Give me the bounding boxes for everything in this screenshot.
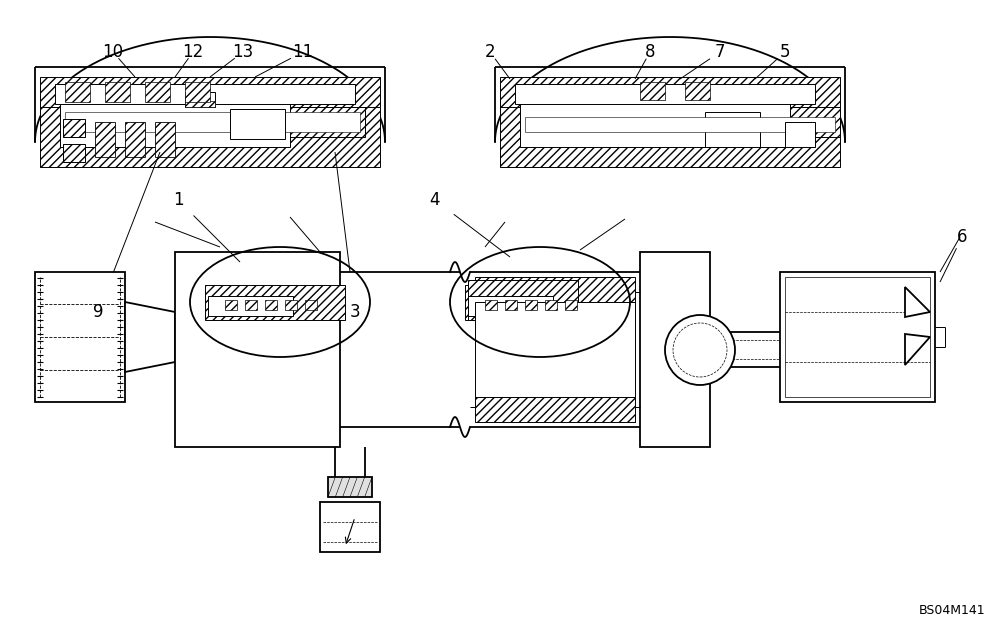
Polygon shape [145, 82, 170, 102]
Polygon shape [465, 285, 605, 320]
Text: 1: 1 [173, 191, 183, 209]
Polygon shape [320, 502, 380, 552]
Polygon shape [475, 277, 635, 302]
Polygon shape [65, 112, 360, 132]
Polygon shape [205, 285, 345, 320]
Polygon shape [208, 296, 293, 316]
Text: 3: 3 [350, 303, 360, 321]
Polygon shape [515, 84, 815, 104]
Polygon shape [780, 272, 935, 402]
Polygon shape [500, 87, 840, 167]
Polygon shape [640, 252, 710, 447]
Polygon shape [155, 122, 175, 157]
Polygon shape [65, 82, 90, 102]
Polygon shape [265, 300, 277, 310]
Text: 11: 11 [292, 43, 314, 61]
Polygon shape [525, 300, 537, 310]
Polygon shape [328, 477, 372, 497]
Polygon shape [545, 300, 557, 310]
Text: 7: 7 [715, 43, 725, 61]
Text: 9: 9 [93, 303, 103, 321]
Polygon shape [485, 300, 497, 310]
Polygon shape [475, 302, 635, 397]
Polygon shape [225, 300, 237, 310]
Polygon shape [35, 272, 125, 402]
Polygon shape [500, 77, 840, 107]
Polygon shape [640, 82, 665, 100]
Polygon shape [685, 82, 710, 100]
Polygon shape [40, 77, 380, 107]
Polygon shape [520, 107, 840, 137]
Text: 6: 6 [957, 228, 967, 246]
Polygon shape [785, 122, 815, 147]
Text: 10: 10 [102, 43, 124, 61]
Text: 2: 2 [485, 43, 495, 61]
Polygon shape [95, 122, 115, 157]
Polygon shape [40, 87, 380, 167]
Circle shape [665, 315, 735, 385]
Polygon shape [175, 252, 340, 447]
Polygon shape [60, 97, 290, 147]
Polygon shape [305, 300, 317, 310]
Text: BS04M141: BS04M141 [918, 604, 985, 617]
Polygon shape [475, 397, 635, 422]
Text: 8: 8 [645, 43, 655, 61]
Polygon shape [468, 280, 578, 320]
Text: 4: 4 [430, 191, 440, 209]
Polygon shape [63, 119, 85, 137]
Polygon shape [185, 82, 210, 102]
Text: 12: 12 [182, 43, 204, 61]
Polygon shape [230, 109, 285, 139]
Text: 5: 5 [780, 43, 790, 61]
Polygon shape [705, 112, 760, 147]
Polygon shape [125, 302, 175, 372]
Polygon shape [105, 82, 130, 102]
Polygon shape [245, 300, 257, 310]
Polygon shape [468, 296, 553, 316]
Polygon shape [520, 97, 790, 147]
Polygon shape [905, 334, 930, 365]
Polygon shape [63, 144, 85, 162]
Polygon shape [505, 300, 517, 310]
Polygon shape [185, 92, 215, 107]
Polygon shape [285, 300, 297, 310]
Polygon shape [60, 107, 365, 137]
Polygon shape [525, 117, 835, 132]
Polygon shape [55, 84, 355, 104]
Polygon shape [125, 122, 145, 157]
Polygon shape [785, 277, 930, 397]
Polygon shape [185, 101, 215, 107]
Polygon shape [905, 287, 930, 317]
Text: 13: 13 [232, 43, 254, 61]
Polygon shape [565, 300, 577, 310]
